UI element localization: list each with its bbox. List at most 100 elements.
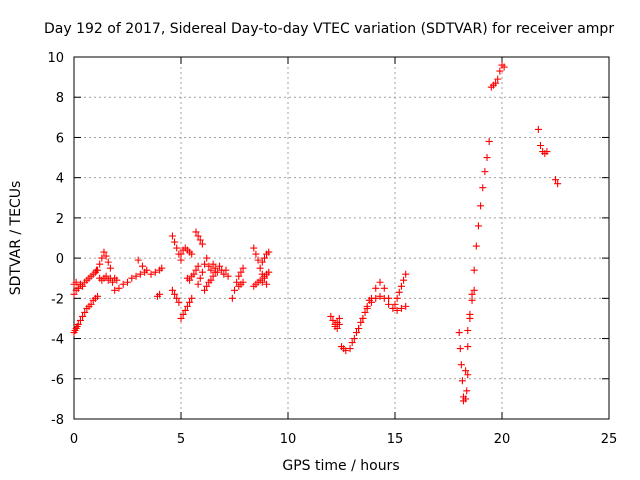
data-point: [481, 168, 489, 176]
y-tick-label: -2: [51, 292, 64, 307]
data-point: [258, 258, 266, 266]
x-tick-label: 15: [387, 432, 404, 447]
data-points: [70, 61, 562, 405]
data-point: [372, 294, 380, 302]
data-point: [457, 361, 465, 369]
data-point: [235, 272, 243, 280]
data-point: [376, 292, 384, 300]
data-point: [156, 290, 164, 298]
data-point: [72, 278, 80, 286]
data-point: [397, 304, 405, 312]
data-point: [327, 312, 335, 320]
data-point: [203, 254, 211, 262]
data-point: [177, 314, 185, 322]
data-point: [207, 266, 215, 274]
data-point: [335, 314, 343, 322]
series-arc-2: [94, 248, 114, 274]
data-point: [205, 262, 213, 270]
series-arc-26: [367, 292, 410, 314]
data-point: [192, 266, 200, 274]
x-tick-label: 0: [70, 432, 78, 447]
data-point: [158, 264, 166, 272]
data-point: [483, 154, 491, 162]
series-arc-13: [194, 254, 232, 288]
data-point: [192, 228, 200, 236]
data-point: [537, 141, 545, 149]
data-point: [237, 268, 245, 276]
data-point: [147, 270, 155, 278]
data-point: [359, 314, 367, 322]
tick-layer: 0 5 10 15 20 25 -8 -6 -4 -2 0 2 4 6 8 10: [47, 51, 617, 447]
y-tick-label: 6: [56, 131, 64, 146]
data-point: [87, 300, 95, 308]
data-point: [254, 256, 262, 264]
data-point: [173, 244, 181, 252]
data-point: [331, 322, 339, 330]
series-arc-4: [111, 268, 149, 294]
series-arc-20: [260, 268, 273, 280]
data-point: [456, 345, 464, 353]
data-point: [100, 248, 108, 256]
series-arc-24: [346, 296, 373, 353]
data-point: [143, 266, 151, 274]
chart-title: Day 192 of 2017, Sidereal Day-to-day VTE…: [44, 21, 614, 37]
data-point: [134, 256, 142, 264]
data-point: [350, 335, 358, 343]
data-point: [74, 284, 82, 292]
y-tick-label: 8: [56, 91, 64, 106]
data-point: [361, 308, 369, 316]
series-arc-27: [391, 270, 410, 308]
series-arc-8: [168, 286, 183, 306]
data-point: [207, 276, 215, 284]
data-point: [175, 298, 183, 306]
data-point: [179, 310, 187, 318]
data-point: [224, 272, 232, 280]
series-arc-3: [96, 272, 121, 286]
series-arc-6: [153, 290, 164, 300]
data-point: [194, 280, 202, 288]
series-arc-14: [201, 268, 219, 294]
series-arc-33: [534, 125, 551, 158]
data-point: [329, 316, 337, 324]
data-point: [102, 252, 110, 260]
data-point: [479, 184, 487, 192]
data-point: [363, 304, 371, 312]
data-point: [496, 67, 504, 75]
data-point: [252, 250, 260, 258]
data-point: [183, 302, 191, 310]
series-arc-5: [134, 256, 166, 278]
data-point: [402, 302, 410, 310]
data-point: [106, 264, 114, 272]
data-point: [464, 371, 472, 379]
data-point: [81, 308, 89, 316]
x-tick-label: 10: [280, 432, 297, 447]
data-point: [464, 327, 472, 335]
data-point: [113, 276, 121, 284]
grid-layer: [74, 57, 609, 419]
data-point: [98, 254, 106, 262]
data-point: [76, 316, 84, 324]
data-point: [96, 260, 104, 268]
series-arc-16: [235, 278, 247, 290]
data-point: [346, 345, 354, 353]
series-arc-34: [552, 176, 562, 188]
y-tick-label: -4: [51, 333, 64, 348]
series-arc-19: [258, 248, 273, 266]
y-tick-label: 4: [56, 172, 64, 187]
data-point: [119, 280, 127, 288]
data-point: [463, 387, 471, 395]
data-point: [355, 325, 363, 332]
data-point: [342, 347, 350, 355]
data-point: [250, 244, 258, 252]
data-point: [552, 176, 559, 184]
data-point: [233, 278, 241, 286]
data-point: [402, 270, 410, 278]
data-point: [260, 254, 268, 262]
data-point: [216, 262, 224, 270]
series-arc-23: [338, 343, 350, 355]
series-arc-10: [177, 244, 196, 258]
data-point: [357, 318, 365, 326]
series-arc-1b: [70, 292, 102, 337]
data-point: [201, 286, 209, 294]
